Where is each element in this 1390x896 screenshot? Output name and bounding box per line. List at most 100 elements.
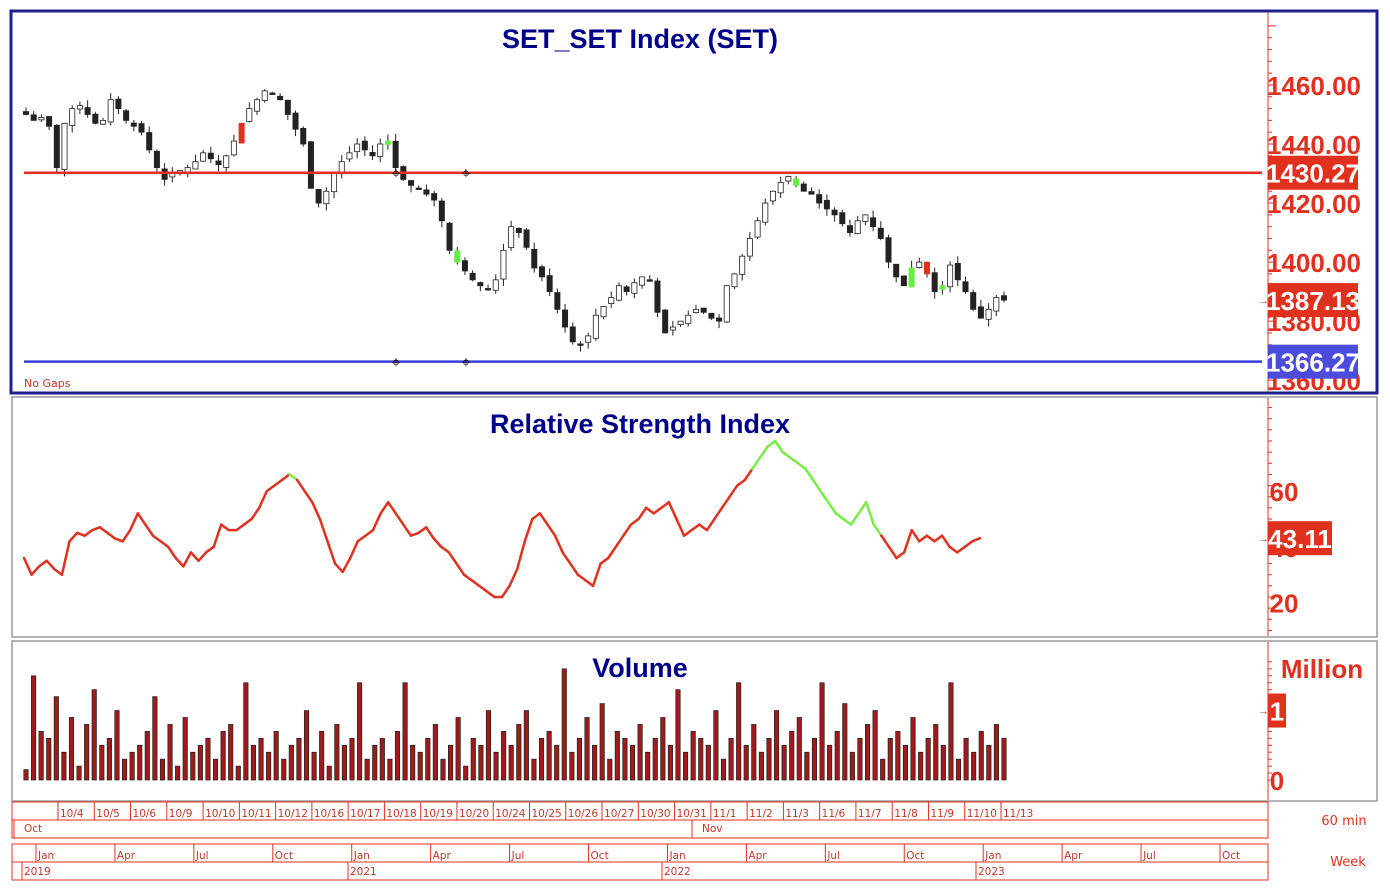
- rsi-value-label: 43.11: [1268, 524, 1332, 554]
- candlestick: [785, 175, 792, 185]
- rsi-segment: [189, 551, 200, 563]
- volume-bar: [357, 682, 363, 781]
- candlestick: [454, 247, 461, 265]
- volume-bar: [417, 751, 423, 781]
- candlestick: [323, 187, 330, 211]
- candlestick: [854, 216, 861, 235]
- candlestick: [307, 141, 314, 189]
- timeline-week-label: Apr: [748, 850, 767, 862]
- rsi-segment: [212, 523, 223, 549]
- volume-bar: [220, 731, 226, 781]
- volume-bar: [106, 737, 112, 781]
- candlestick: [893, 263, 900, 283]
- rsi-segment: [735, 478, 747, 487]
- volume-bar: [645, 751, 651, 781]
- rsi-segment: [106, 531, 117, 540]
- rsi-segment: [773, 439, 784, 454]
- volume-bar: [129, 751, 135, 781]
- candlestick: [215, 155, 222, 172]
- rsi-segment: [652, 506, 663, 515]
- timeline-60min-label: 10/31: [677, 808, 707, 820]
- candlestick: [831, 207, 838, 222]
- last-price-badge: [1268, 283, 1358, 318]
- volume-bar: [736, 682, 742, 781]
- resistance-value-label: 1430.27: [1266, 159, 1360, 189]
- candlestick: [523, 227, 530, 250]
- rsi-segment: [948, 545, 959, 554]
- rsi-segment: [151, 534, 162, 543]
- volume-bar: [122, 758, 128, 781]
- rsi-segment: [379, 501, 390, 515]
- rsi-segment: [614, 534, 625, 549]
- candlestick: [423, 184, 430, 197]
- price-axis-ticks: 1460.001440.001420.001400.001380.001360.…: [1267, 71, 1361, 396]
- rsi-segment: [902, 528, 913, 554]
- candlestick: [592, 308, 599, 341]
- rsi-segment: [910, 528, 921, 543]
- candlestick: [84, 100, 91, 118]
- rsi-segment: [940, 534, 951, 549]
- rsi-segment: [60, 540, 71, 576]
- rsi-segment: [538, 512, 549, 526]
- volume-bar: [516, 724, 522, 781]
- rsi-segment: [447, 551, 458, 565]
- volume-bar: [918, 751, 924, 781]
- candlestick: [153, 149, 160, 174]
- price-tick-label: 1460.00: [1267, 71, 1361, 101]
- candlestick: [115, 96, 122, 115]
- rsi-segment: [531, 512, 542, 521]
- volume-bar: [53, 696, 59, 781]
- rsi-segment: [462, 573, 473, 582]
- rsi-segment: [546, 523, 557, 537]
- rsi-segment: [675, 517, 686, 537]
- candlestick: [723, 285, 730, 324]
- candlestick: [808, 187, 815, 195]
- volume-bar: [463, 765, 469, 781]
- timeline-week-year: 2023: [978, 866, 1005, 878]
- rsi-segment: [121, 528, 132, 543]
- candlestick-series: [22, 89, 1008, 352]
- timeline-week-label: Jan: [37, 850, 54, 862]
- candlestick: [508, 220, 515, 251]
- volume-bar: [387, 758, 393, 781]
- support-handle-1[interactable]: ⌖: [391, 355, 400, 372]
- volume-bar: [402, 682, 408, 781]
- volume-bar: [61, 751, 67, 781]
- timeline-60min-label: 10/30: [640, 808, 670, 820]
- candlestick: [885, 234, 892, 269]
- rsi-segment: [295, 478, 306, 493]
- candlestick: [30, 111, 37, 121]
- candlestick: [646, 275, 653, 282]
- volume-bar: [326, 765, 332, 781]
- candlestick: [415, 185, 422, 190]
- rsi-segment: [834, 512, 845, 521]
- rsi-segment: [364, 528, 375, 537]
- candlestick: [746, 231, 753, 262]
- volume-bar: [432, 724, 438, 781]
- volume-bar: [849, 751, 855, 781]
- rsi-segment: [705, 517, 716, 532]
- candlestick: [377, 138, 384, 163]
- volume-bar: [228, 724, 234, 781]
- candlestick: [662, 308, 669, 334]
- support-handle-2[interactable]: ⌖: [461, 355, 470, 372]
- volume-bar: [933, 724, 939, 781]
- rsi-segment: [842, 517, 853, 526]
- rsi-segment: [553, 534, 564, 554]
- candlestick: [1001, 291, 1008, 303]
- volume-bar: [796, 717, 802, 781]
- price-axis-minor-ticks: [1268, 25, 1276, 381]
- resistance-handle-1[interactable]: ⌖: [391, 166, 400, 183]
- volume-value-label: 1: [1270, 697, 1284, 727]
- volume-bar: [84, 724, 90, 781]
- volume-bar: [705, 744, 711, 781]
- line-handles[interactable]: ⌖ ⌖ ⌖ ⌖: [391, 166, 470, 372]
- resistance-handle-2[interactable]: ⌖: [461, 166, 470, 183]
- rsi-line-series: [22, 439, 982, 599]
- volume-bar: [440, 758, 446, 781]
- volume-bar: [811, 737, 818, 781]
- rsi-segment: [690, 523, 701, 532]
- price-tick-label: 1400.00: [1267, 248, 1361, 278]
- volume-bar: [319, 731, 325, 781]
- rsi-segment: [713, 506, 724, 521]
